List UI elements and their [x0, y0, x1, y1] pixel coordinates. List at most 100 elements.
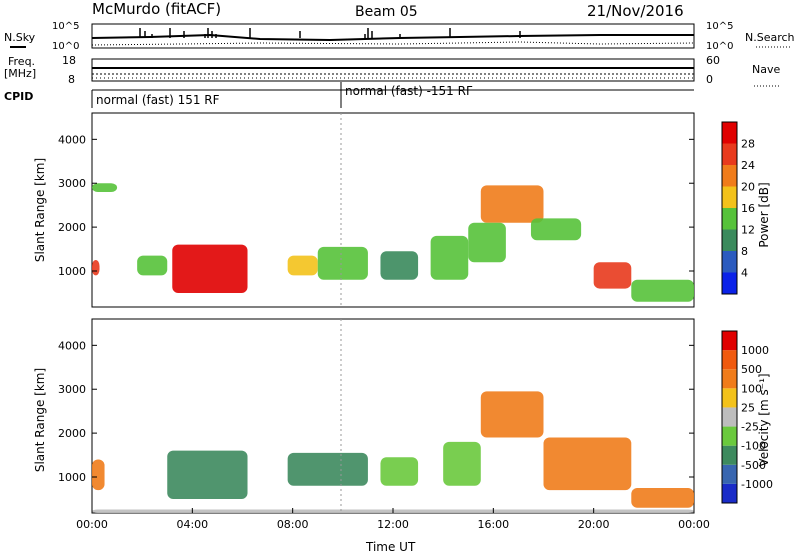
velocity-xtick-label-0: 00:00 — [76, 518, 108, 531]
velocity-colorbar-swatch-1 — [722, 464, 737, 484]
velocity-colorbar-swatch-7 — [722, 350, 737, 370]
power-colorbar-swatch-3 — [722, 208, 737, 230]
velocity-region-3 — [443, 441, 481, 486]
cpid-label: CPID — [4, 90, 33, 103]
power-region-11 — [631, 279, 694, 302]
nsearch-tick-bottom: 10^0 — [706, 41, 733, 52]
velocity-colorbar-swatch-6 — [722, 369, 737, 389]
velocity-colorbar-swatch-3 — [722, 426, 737, 446]
freq-label: Freq. — [8, 55, 35, 68]
velocity-region-6 — [631, 487, 694, 508]
velocity-xtick-label-2: 08:00 — [277, 518, 309, 531]
power-colorbar-label: Power [dB] — [757, 182, 771, 247]
power-colorbar: 4 8 12 16 20 24 28 — [721, 121, 755, 295]
power-colorbar-swatch-6 — [722, 143, 737, 165]
freq-tick-top: 18 — [62, 54, 76, 67]
beam-label: Beam 05 — [355, 4, 418, 20]
velocity-region-0 — [167, 450, 248, 499]
velocity-ytick-label-2: 3000 — [58, 383, 86, 396]
velocity-colorbar-swatch-5 — [722, 388, 737, 408]
power-region-3 — [287, 255, 318, 276]
velocity-colorbar-swatch-8 — [722, 331, 737, 351]
velocity-xtick-label-3: 12:00 — [377, 518, 409, 531]
power-ytick-label-2: 3000 — [58, 177, 86, 190]
velocity-colorbar-swatch-2 — [722, 445, 737, 465]
power-colorbar-swatch-4 — [722, 186, 737, 208]
date-label: 21/Nov/2016 — [587, 2, 684, 20]
nave-tick-top: 60 — [706, 54, 720, 67]
velocity-heatmap-cells — [92, 391, 694, 513]
power-region-1 — [172, 244, 248, 293]
power-region-10 — [593, 262, 632, 289]
power-region-6 — [430, 235, 469, 280]
power-colorbar-swatch-7 — [722, 122, 737, 144]
power-colorbar-tick-5: 24 — [741, 159, 755, 172]
velocity-colorbar-label: Velocity [m s⁻¹] — [757, 373, 771, 466]
power-colorbar-frame — [721, 121, 738, 295]
power-region-7 — [480, 185, 544, 223]
velocity-colorbar-tick-2: 100 — [741, 382, 762, 395]
nave-label: Nave — [752, 63, 780, 76]
freq-strip — [91, 58, 695, 82]
station-title: McMurdo (fitACF) — [92, 0, 221, 18]
velocity-region-2 — [380, 457, 419, 486]
velocity-xtick-label-6: 00:00 — [678, 518, 710, 531]
velocity-ytick-label-0: 1000 — [58, 471, 86, 484]
power-colorbar-swatch-2 — [722, 229, 737, 251]
power-colorbar-tick-2: 12 — [741, 224, 755, 237]
power-colorbar-tick-4: 20 — [741, 181, 755, 194]
power-colorbar-swatch-5 — [722, 165, 737, 187]
power-heatmap-panel: 1000 2000 3000 4000 — [58, 112, 695, 308]
power-heatmap-cells — [92, 183, 694, 302]
nsky-line — [91, 33, 694, 42]
velocity-colorbar: 1000 500 100 25 -25 -100 -500 -1000 — [721, 330, 773, 504]
power-y-label: Slant Range [km] — [33, 158, 47, 262]
x-axis-label: Time UT — [365, 540, 416, 554]
cpid-segment-1: normal (fast) 151 RF — [96, 93, 220, 107]
nsearch-tick-top: 10^5 — [706, 21, 733, 32]
velocity-ytick-label-3: 4000 — [58, 339, 86, 352]
power-colorbar-tick-1: 8 — [741, 245, 748, 258]
power-region-4 — [317, 246, 368, 280]
power-ytick-label-0: 1000 — [58, 265, 86, 278]
power-region-8 — [468, 222, 506, 263]
nsky-strip — [91, 23, 695, 49]
power-region-0 — [92, 260, 100, 276]
power-colorbar-swatch-1 — [722, 251, 737, 273]
velocity-region-4 — [480, 391, 544, 438]
freq-unit: [MHz] — [4, 67, 36, 80]
velocity-region-5 — [543, 437, 632, 491]
velocity-y-ticks: 1000 2000 3000 4000 — [58, 339, 694, 484]
velocity-xtick-label-5: 20:00 — [578, 518, 610, 531]
velocity-colorbar-tick-7: -1000 — [741, 478, 773, 491]
velocity-xtick-label-4: 16:00 — [477, 518, 509, 531]
velocity-colorbar-tick-0: 1000 — [741, 344, 769, 357]
velocity-colorbar-frame — [721, 330, 738, 504]
power-colorbar-swatch-0 — [722, 272, 737, 294]
nsky-spikes — [139, 28, 521, 38]
velocity-colorbar-tick-5: -100 — [741, 440, 766, 453]
velocity-colorbar-tick-6: -500 — [741, 459, 766, 472]
velocity-colorbar-tick-4: -25 — [741, 421, 759, 434]
cpid-segment-2: normal (fast) -151 RF — [345, 84, 473, 98]
velocity-heatmap-panel: 1000 2000 3000 4000 00:00 04:00 08:00 12:00 16:… — [58, 318, 710, 531]
power-region-12 — [92, 183, 118, 193]
velocity-colorbar-swatch-0 — [722, 483, 737, 503]
power-region-5 — [380, 251, 419, 280]
velocity-colorbar-swatch-4 — [722, 407, 737, 427]
velocity-y-label: Slant Range [km] — [33, 368, 47, 472]
power-region-9 — [530, 218, 582, 241]
velocity-xtick-label-1: 04:00 — [176, 518, 208, 531]
power-ytick-label-3: 4000 — [58, 133, 86, 146]
velocity-region-1 — [287, 452, 368, 486]
power-colorbar-tick-6: 28 — [741, 138, 755, 151]
power-colorbar-tick-0: 4 — [741, 267, 748, 280]
velocity-colorbar-tick-1: 500 — [741, 363, 762, 376]
power-y-ticks: 1000 2000 3000 4000 — [58, 133, 694, 278]
nsky-label: N.Sky — [4, 31, 36, 44]
velocity-colorbar-tick-3: 25 — [741, 401, 755, 414]
nsky-tick-bottom: 10^0 — [52, 41, 79, 52]
nsearch-line — [91, 41, 695, 46]
nsearch-label: N.Search — [745, 31, 795, 44]
